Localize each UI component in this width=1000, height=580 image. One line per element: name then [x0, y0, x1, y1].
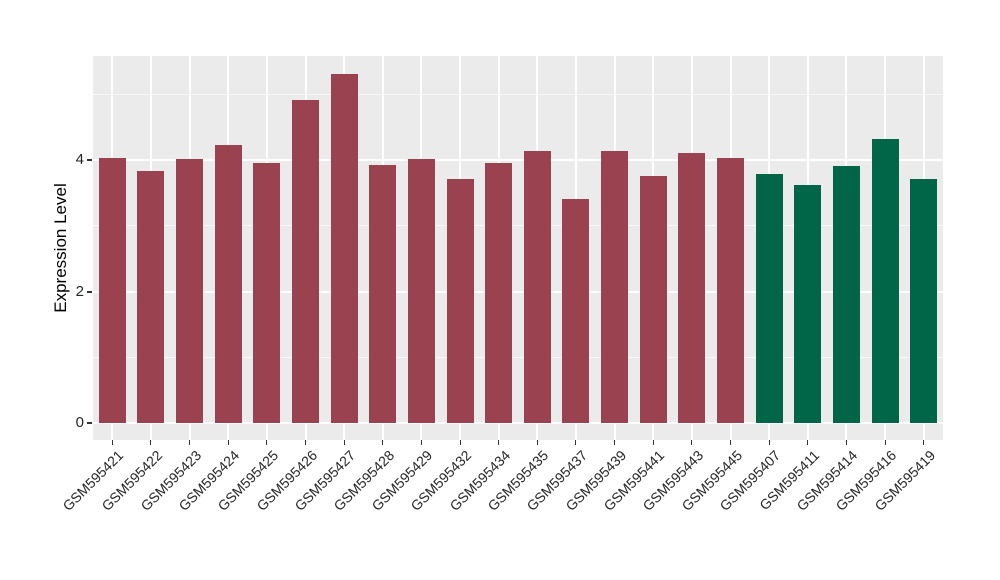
x-tick-mark-GSM595414 [845, 440, 847, 445]
x-tick-mark-GSM595427 [343, 440, 345, 445]
x-tick-mark-GSM595428 [382, 440, 384, 445]
major-gridline-y4 [93, 159, 943, 161]
x-tick-mark-GSM595422 [150, 440, 152, 445]
x-tick-mark-GSM595411 [807, 440, 809, 445]
bar-GSM595432 [446, 179, 474, 423]
x-tick-mark-GSM595423 [189, 440, 191, 445]
y-tick-mark-0 [87, 422, 92, 424]
x-tick-mark-GSM595437 [575, 440, 577, 445]
x-tick-mark-GSM595443 [691, 440, 693, 445]
minor-gridline-y1 [93, 356, 943, 358]
bar-GSM595443 [678, 153, 706, 423]
x-tick-mark-GSM595441 [652, 440, 654, 445]
bar-GSM595434 [485, 162, 513, 423]
y-tick-mark-4 [87, 159, 92, 161]
bar-GSM595426 [292, 100, 319, 423]
bar-GSM595437 [562, 199, 590, 423]
y-tick-label-4: 4 [75, 151, 84, 168]
x-tick-mark-GSM595434 [498, 440, 500, 445]
x-tick-mark-GSM595416 [884, 440, 886, 445]
x-tick-mark-GSM595435 [536, 440, 538, 445]
minor-gridline-y3 [93, 225, 943, 227]
x-tick-mark-GSM595429 [420, 440, 422, 445]
bar-GSM595429 [407, 159, 435, 423]
bar-GSM595441 [639, 175, 667, 423]
x-tick-mark-GSM595407 [768, 440, 770, 445]
bar-GSM595439 [601, 150, 629, 423]
bar-GSM595445 [717, 158, 744, 423]
bar-GSM595416 [871, 138, 899, 423]
major-gridline-y0 [93, 422, 943, 424]
minor-gridline-y5 [93, 93, 943, 95]
bar-GSM595421 [98, 158, 126, 423]
bar-GSM595414 [832, 165, 860, 423]
bar-GSM595407 [755, 173, 783, 423]
y-tick-label-0: 0 [75, 414, 84, 431]
x-tick-mark-GSM595424 [227, 440, 229, 445]
bar-GSM595427 [330, 73, 358, 423]
bar-GSM595424 [214, 144, 242, 423]
bar-GSM595425 [253, 162, 281, 423]
bar-GSM595423 [176, 159, 204, 423]
y-axis-title: Expression Level [51, 183, 70, 313]
x-tick-mark-GSM595425 [266, 440, 268, 445]
bar-GSM595435 [523, 150, 551, 423]
plot-area [93, 56, 943, 440]
bar-GSM595428 [369, 165, 397, 423]
bar-GSM595411 [794, 184, 822, 423]
x-tick-mark-GSM595421 [111, 440, 113, 445]
major-gridline-y2 [93, 290, 943, 293]
x-tick-mark-GSM595419 [923, 440, 925, 445]
x-tick-mark-GSM595445 [730, 440, 731, 445]
bar-GSM595419 [910, 179, 938, 423]
y-tick-mark-2 [87, 290, 92, 293]
y-tick-label-2: 2 [75, 282, 84, 300]
x-tick-mark-GSM595432 [459, 440, 461, 445]
x-tick-mark-GSM595426 [305, 440, 306, 445]
x-tick-mark-GSM595439 [614, 440, 616, 445]
bar-GSM595422 [137, 171, 165, 423]
